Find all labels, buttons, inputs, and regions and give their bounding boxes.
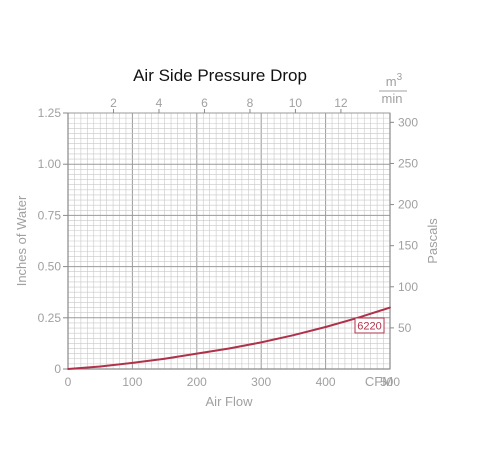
series-point	[324, 326, 327, 328]
series-point	[389, 306, 391, 309]
top-axis-unit-numerator: m3	[386, 72, 403, 89]
series-point	[292, 334, 295, 337]
y-axis-title-right: Pascals	[425, 218, 440, 264]
top-tick-label: 12	[334, 96, 348, 110]
y-tick-label: 0.25	[38, 311, 62, 325]
series-point	[228, 347, 230, 350]
y-tick-label: 1.00	[38, 157, 62, 171]
series-point	[67, 368, 69, 370]
top-tick-label: 2	[110, 96, 117, 110]
x-tick-label: 300	[251, 375, 271, 389]
x-tick-label: 200	[187, 375, 207, 389]
top-tick-label: 6	[201, 96, 208, 110]
x-axis-title: Air Flow	[206, 394, 254, 409]
right-tick-label: 200	[398, 198, 418, 212]
series-point	[260, 341, 263, 344]
y-tick-label: 0.75	[38, 208, 62, 222]
series-point	[99, 365, 102, 368]
x-tick-label: 500	[380, 375, 400, 389]
top-tick-label: 10	[289, 96, 303, 110]
y-axis-title-left: Inches of Water	[14, 195, 29, 286]
series-label-box	[354, 317, 385, 334]
right-tick-label: 100	[398, 280, 418, 294]
grid	[68, 113, 390, 369]
labels: 0 100 200 300 400 500 0 0.25 0.50 0.75 1.00 1.25 2 4 6…	[14, 66, 440, 409]
right-tick-label: 250	[398, 156, 418, 170]
series-point	[163, 357, 166, 360]
x-tick-label: 400	[316, 375, 336, 389]
axes	[63, 90, 407, 370]
x-tick-label: 0	[65, 375, 72, 389]
right-tick-label: 300	[398, 115, 418, 129]
y-tick-label: 1.25	[38, 106, 62, 120]
series	[67, 306, 391, 370]
x-tick-label: 100	[122, 375, 142, 389]
top-tick-label: 4	[156, 96, 163, 110]
y-tick-label: 0.50	[38, 260, 62, 274]
top-axis-unit-denominator: min	[382, 91, 403, 106]
series-point	[131, 361, 134, 364]
right-tick-label: 50	[398, 321, 412, 335]
y-tick-label: 0	[54, 362, 61, 376]
top-tick-label: 8	[247, 96, 254, 110]
series-label: 6220	[357, 321, 381, 333]
chart-title: Air Side Pressure Drop	[133, 66, 307, 85]
right-tick-label: 150	[398, 239, 418, 253]
x-axis-unit: CFM	[365, 374, 393, 389]
series-point	[195, 352, 198, 355]
